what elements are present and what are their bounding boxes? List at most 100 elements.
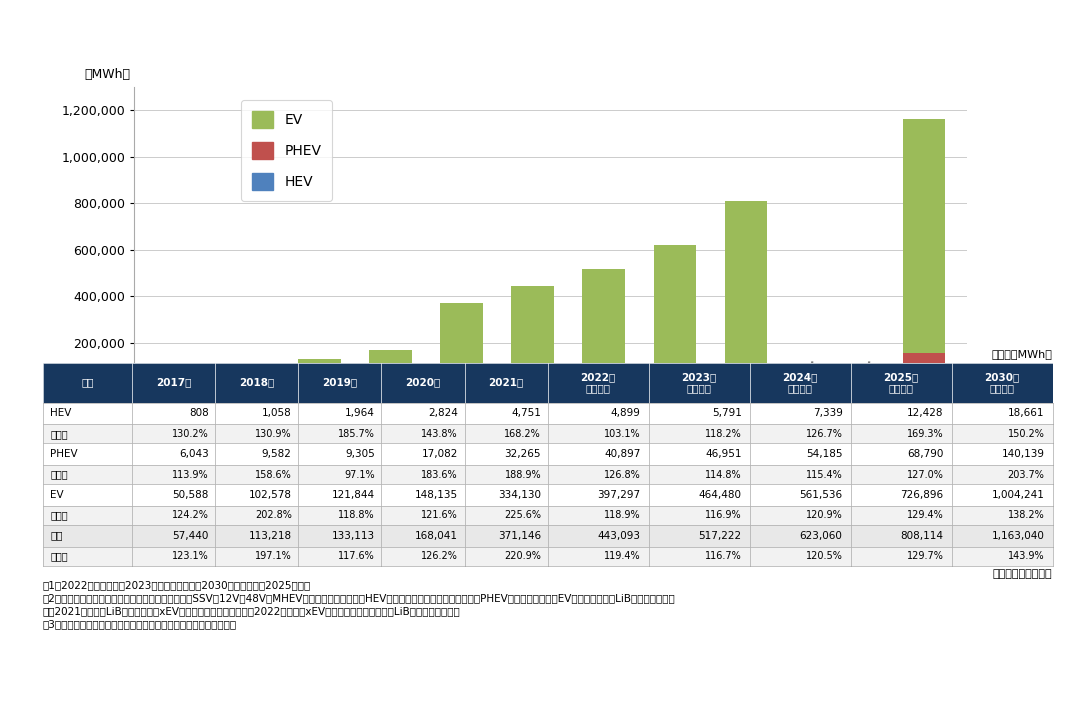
Bar: [725, 370, 768, 386]
Text: 1,058: 1,058: [262, 408, 292, 418]
Text: 9,305: 9,305: [345, 450, 375, 459]
Text: 168.2%: 168.2%: [505, 428, 541, 439]
Text: 183.6%: 183.6%: [421, 470, 458, 479]
Text: EV: EV: [50, 490, 63, 500]
Text: 2019年: 2019年: [322, 378, 358, 387]
Text: 397,297: 397,297: [597, 490, 640, 500]
Text: 4,751: 4,751: [511, 408, 541, 418]
Text: 220.9%: 220.9%: [504, 551, 541, 561]
Text: HEV: HEV: [50, 408, 72, 418]
Text: 50,588: 50,588: [172, 490, 208, 500]
Bar: [227, 363, 270, 387]
Text: 1,964: 1,964: [345, 408, 375, 418]
Text: 5,791: 5,791: [712, 408, 741, 418]
Text: 115.4%: 115.4%: [806, 470, 842, 479]
Text: 116.7%: 116.7%: [705, 551, 741, 561]
Text: 前年比: 前年比: [50, 428, 68, 439]
Text: 1,004,241: 1,004,241: [991, 490, 1044, 500]
Text: 371,146: 371,146: [498, 531, 541, 541]
Text: 54,185: 54,185: [806, 450, 842, 459]
Text: 129.7%: 129.7%: [906, 551, 943, 561]
Text: 443,093: 443,093: [597, 531, 640, 541]
Text: 123.1%: 123.1%: [172, 551, 208, 561]
Text: 120.9%: 120.9%: [806, 510, 842, 521]
Text: 前年比: 前年比: [50, 551, 68, 561]
Text: 140,139: 140,139: [1001, 450, 1044, 459]
Text: 注3．四捨五入等により、表内の合計値・比率が異なる場合がある。: 注3．四捨五入等により、表内の合計値・比率が異なる場合がある。: [43, 619, 237, 629]
Text: 9,582: 9,582: [262, 450, 292, 459]
Text: 148,135: 148,135: [415, 490, 458, 500]
Text: 203.7%: 203.7%: [1007, 470, 1044, 479]
Text: 46,951: 46,951: [705, 450, 741, 459]
Text: 1,163,040: 1,163,040: [991, 531, 1044, 541]
Bar: [297, 387, 340, 389]
Text: 726,896: 726,896: [900, 490, 943, 500]
Text: PHEV: PHEV: [50, 450, 77, 459]
Bar: [725, 386, 768, 389]
Text: （MWh）: （MWh）: [84, 68, 130, 81]
Text: 矢野経済研究所調べ: 矢野経済研究所調べ: [992, 569, 1053, 579]
Text: 119.4%: 119.4%: [604, 551, 640, 561]
Text: 127.0%: 127.0%: [906, 470, 943, 479]
Text: 32,265: 32,265: [505, 450, 541, 459]
Text: 118.2%: 118.2%: [705, 428, 741, 439]
Text: 118.8%: 118.8%: [338, 510, 375, 521]
Bar: [156, 388, 199, 389]
Text: 18,661: 18,661: [1007, 408, 1044, 418]
Text: 143.8%: 143.8%: [421, 428, 458, 439]
Text: 121.6%: 121.6%: [421, 510, 458, 521]
Text: 102,578: 102,578: [249, 490, 292, 500]
Text: 168,041: 168,041: [415, 531, 458, 541]
Bar: [440, 381, 483, 389]
Text: 623,060: 623,060: [800, 531, 842, 541]
Bar: [654, 388, 696, 389]
Bar: [369, 350, 411, 385]
Text: 97.1%: 97.1%: [344, 470, 375, 479]
Text: 区分: 区分: [82, 378, 93, 387]
Text: 2023年
（予測）: 2023年 （予測）: [682, 372, 716, 393]
Text: 126.2%: 126.2%: [421, 551, 458, 561]
Text: 188.9%: 188.9%: [505, 470, 541, 479]
Text: 808: 808: [189, 408, 208, 418]
Text: （単位：MWh）: （単位：MWh）: [991, 349, 1053, 359]
Text: 121,844: 121,844: [332, 490, 375, 500]
Bar: [725, 202, 768, 370]
Text: 2017年: 2017年: [156, 378, 191, 387]
Text: 197.1%: 197.1%: [255, 551, 292, 561]
Text: 133,113: 133,113: [332, 531, 375, 541]
Bar: [582, 388, 625, 389]
Text: 2025年
（予測）: 2025年 （予測）: [884, 372, 918, 393]
Text: 150.2%: 150.2%: [1007, 428, 1044, 439]
Text: 126.8%: 126.8%: [604, 470, 640, 479]
Bar: [902, 385, 945, 389]
Text: 注2．乗用車及び商用車のマイルドハイブリッド車（SSV、12V、48VのMHEV）、ハイブリッド車（HEV）、プラグインハイブリッド車（PHEV）、電気自動車（: 注2．乗用車及び商用車のマイルドハイブリッド車（SSV、12V、48VのMHEV…: [43, 593, 676, 603]
Bar: [440, 303, 483, 381]
Text: 合計: 合計: [50, 531, 62, 541]
Text: 2022年
（見込）: 2022年 （見込）: [581, 372, 615, 393]
Text: 138.2%: 138.2%: [1007, 510, 1044, 521]
Text: 6,043: 6,043: [178, 450, 208, 459]
Text: 464,480: 464,480: [698, 490, 741, 500]
Text: 129.4%: 129.4%: [906, 510, 943, 521]
Text: 103.1%: 103.1%: [604, 428, 640, 439]
Text: 202.8%: 202.8%: [255, 510, 292, 521]
Bar: [511, 379, 554, 389]
Text: 808,114: 808,114: [900, 531, 943, 541]
Text: 130.2%: 130.2%: [172, 428, 208, 439]
Text: 2021年まではLiBが搭載されたxEVのメーカー出荷ベースで、2022年以降はxEVのメーカー生産ベースでLiB容量を算出した。: 2021年まではLiBが搭載されたxEVのメーカー出荷ベースで、2022年以降は…: [43, 606, 461, 616]
Text: 120.5%: 120.5%: [806, 551, 842, 561]
Text: 57,440: 57,440: [172, 531, 208, 541]
Bar: [654, 244, 696, 376]
Bar: [511, 286, 554, 379]
Text: 注1．2022年は見込値、2023年以降は予測値、2030年の前年比は2025年対比: 注1．2022年は見込値、2023年以降は予測値、2030年の前年比は2025年…: [43, 580, 311, 590]
Text: 517,222: 517,222: [698, 531, 741, 541]
Bar: [582, 377, 625, 388]
Bar: [297, 359, 340, 387]
Text: 2020年: 2020年: [405, 378, 440, 387]
Text: 113,218: 113,218: [248, 531, 292, 541]
Bar: [902, 352, 945, 385]
Bar: [902, 119, 945, 352]
Text: 116.9%: 116.9%: [705, 510, 741, 521]
Text: 2024年
（予測）: 2024年 （予測）: [783, 372, 817, 393]
Text: 前年比: 前年比: [50, 470, 68, 479]
